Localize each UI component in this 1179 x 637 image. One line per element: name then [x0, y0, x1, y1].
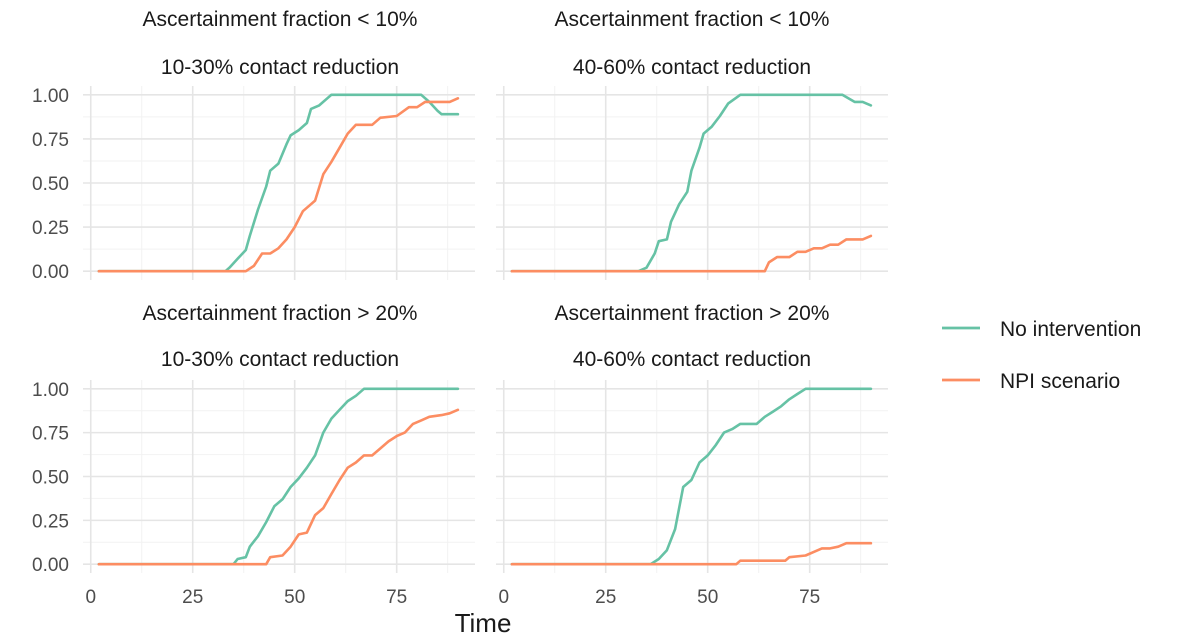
- panel-strip-subtitle: 10-30% contact reduction: [161, 56, 399, 79]
- y-tick-label: 1.00: [32, 86, 69, 107]
- npi-scenario-line: [97, 408, 460, 566]
- x-tick-label: 25: [182, 587, 203, 608]
- panel-strip-subtitle: 10-30% contact reduction: [161, 348, 399, 371]
- legend: No intervention NPI scenario: [942, 318, 1141, 393]
- legend-item: NPI scenario: [942, 370, 1120, 393]
- no-intervention-line: [97, 93, 460, 273]
- facet-panels: Ascertainment fraction < 10% 10-30% conta…: [32, 8, 888, 608]
- no-intervention-line: [97, 387, 460, 566]
- panel-strip-subtitle: 40-60% contact reduction: [573, 56, 811, 79]
- panel-strip-title: Ascertainment fraction > 20%: [143, 302, 418, 325]
- y-tick-label: 0.75: [32, 130, 69, 151]
- x-tick-label: 75: [386, 587, 407, 608]
- npi-scenario-line: [510, 234, 873, 273]
- panel-strip-title: Ascertainment fraction < 10%: [143, 8, 418, 31]
- facet-panel-1: Ascertainment fraction < 10% 10-30% conta…: [32, 8, 475, 283]
- y-tick-label: 0.50: [32, 174, 69, 195]
- x-tick-label: 0: [85, 587, 96, 608]
- npi-scenario-line: [510, 541, 873, 566]
- facet-panel-3: Ascertainment fraction > 20% 10-30% conta…: [32, 302, 475, 608]
- y-tick-label: 1.00: [32, 380, 69, 401]
- legend-label: No intervention: [1000, 318, 1141, 341]
- y-tick-label: 0.75: [32, 424, 69, 445]
- x-tick-label: 50: [697, 587, 718, 608]
- y-tick-label: 0.00: [32, 555, 69, 576]
- x-axis-title: Time: [455, 608, 512, 637]
- facet-panel-2: Ascertainment fraction < 10% 40-60% conta…: [496, 8, 888, 280]
- y-tick-label: 0.50: [32, 468, 69, 489]
- legend-item: No intervention: [942, 318, 1141, 341]
- x-tick-label: 50: [284, 587, 305, 608]
- panel-strip-title: Ascertainment fraction < 10%: [555, 8, 830, 31]
- y-tick-label: 0.00: [32, 262, 69, 283]
- facet-panel-4: Ascertainment fraction > 20% 40-60% conta…: [496, 302, 888, 608]
- no-intervention-line: [510, 93, 873, 273]
- y-tick-label: 0.25: [32, 218, 69, 239]
- panel-strip-title: Ascertainment fraction > 20%: [555, 302, 830, 325]
- no-intervention-line: [510, 387, 873, 566]
- y-tick-label: 0.25: [32, 511, 69, 532]
- npi-scenario-line: [97, 97, 460, 273]
- x-tick-label: 0: [498, 587, 509, 608]
- panel-strip-subtitle: 40-60% contact reduction: [573, 348, 811, 371]
- x-tick-label: 75: [799, 587, 820, 608]
- legend-label: NPI scenario: [1000, 370, 1120, 393]
- x-tick-label: 25: [595, 587, 616, 608]
